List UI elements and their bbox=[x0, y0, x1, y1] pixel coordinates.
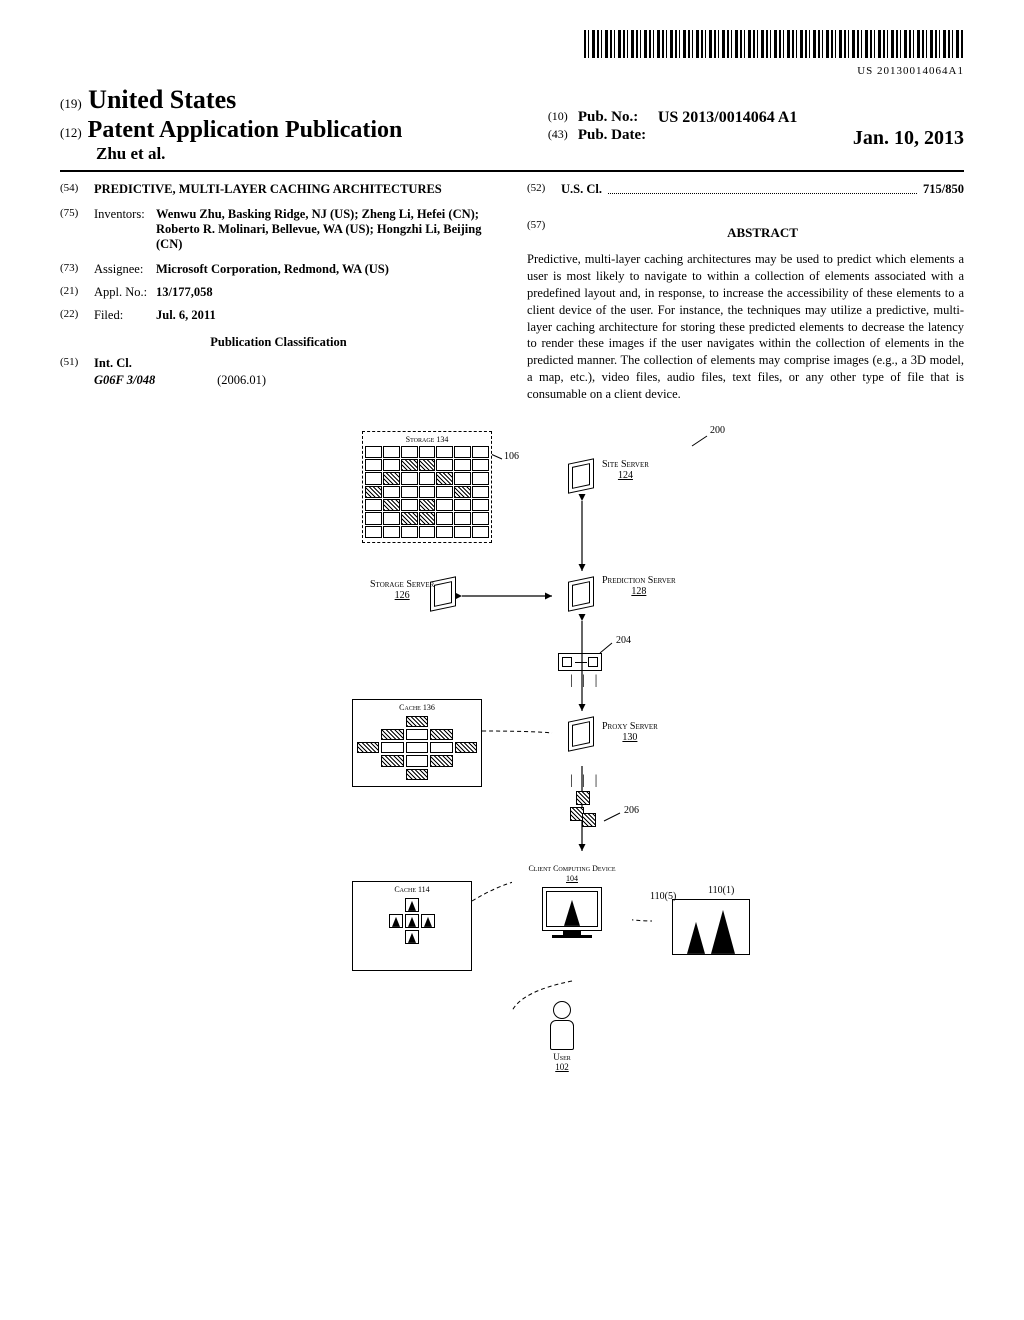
dotted-leader bbox=[608, 182, 917, 194]
country: United States bbox=[88, 85, 236, 114]
prediction-server-num: 128 bbox=[631, 586, 646, 597]
storage-server-num: 126 bbox=[395, 590, 410, 601]
applno: 13/177,058 bbox=[156, 285, 497, 300]
cache-114-box: Cache 114 bbox=[352, 881, 472, 971]
proxy-server-label: Proxy Server bbox=[602, 721, 658, 732]
site-server-label: Site Server bbox=[602, 459, 649, 470]
ref-206: 206 bbox=[624, 805, 639, 816]
authors: Zhu et al. bbox=[96, 144, 518, 164]
title-code: (54) bbox=[60, 182, 94, 197]
proxy-server-num: 130 bbox=[622, 732, 637, 743]
abstract-label: ABSTRACT bbox=[561, 225, 964, 241]
applno-code: (21) bbox=[60, 285, 94, 300]
downlines2-icon: | | | bbox=[570, 773, 600, 789]
ref-106: 106 bbox=[504, 451, 519, 462]
filed: Jul. 6, 2011 bbox=[156, 308, 497, 323]
tiles-206-icon bbox=[570, 791, 596, 827]
pubno-code: (10) bbox=[548, 109, 578, 127]
filed-label: Filed: bbox=[94, 308, 156, 323]
pub-type: Patent Application Publication bbox=[88, 117, 403, 143]
ref-200: 200 bbox=[710, 425, 725, 436]
uscl-label: U.S. Cl. bbox=[561, 182, 602, 196]
intcl-ver: (2006.01) bbox=[217, 373, 266, 387]
inventors-code: (75) bbox=[60, 207, 94, 252]
header: (19) United States (12) Patent Applicati… bbox=[60, 85, 964, 172]
client-device-box: Client Computing Device 104 bbox=[512, 861, 632, 979]
downlines-icon: | | | bbox=[570, 673, 600, 689]
assignee-label: Assignee: bbox=[94, 262, 156, 277]
left-column: (54) PREDICTIVE, MULTI-LAYER CACHING ARC… bbox=[60, 182, 497, 403]
user-num: 102 bbox=[555, 1062, 569, 1072]
pubno-label: Pub. No.: bbox=[578, 109, 658, 127]
ref-204: 204 bbox=[616, 635, 631, 646]
class-header: Publication Classification bbox=[60, 335, 497, 350]
intcl-label: Int. Cl. bbox=[94, 356, 132, 370]
pubno: US 2013/0014064 A1 bbox=[658, 109, 798, 127]
barcode bbox=[584, 30, 964, 58]
thumb-110-1 bbox=[672, 899, 750, 955]
site-server-num: 124 bbox=[618, 470, 633, 481]
abstract-code: (57) bbox=[527, 219, 561, 251]
user-label: User bbox=[553, 1052, 571, 1062]
figure-arrows bbox=[252, 421, 772, 1101]
uscl-value: 715/850 bbox=[923, 182, 964, 197]
inventors-label: Inventors: bbox=[94, 207, 156, 252]
inventors: Wenwu Zhu, Basking Ridge, NJ (US); Zheng… bbox=[156, 207, 497, 252]
prediction-server-label: Prediction Server bbox=[602, 575, 676, 586]
message-icon bbox=[558, 653, 602, 671]
cache-136-box: Cache 136 bbox=[352, 699, 482, 787]
country-code: (19) bbox=[60, 96, 82, 111]
filed-code: (22) bbox=[60, 308, 94, 323]
applno-label: Appl. No.: bbox=[94, 285, 156, 300]
assignee-code: (73) bbox=[60, 262, 94, 277]
abstract-text: Predictive, multi-layer caching architec… bbox=[527, 251, 964, 403]
pubdate: Jan. 10, 2013 bbox=[853, 127, 964, 150]
proxy-server-icon bbox=[568, 716, 594, 752]
ref-110-1: 110(1) bbox=[708, 885, 734, 896]
type-code: (12) bbox=[60, 125, 82, 140]
barcode-text: US 20130014064A1 bbox=[60, 65, 964, 77]
right-column: (52) U.S. Cl. 715/850 (57) ABSTRACT Pred… bbox=[527, 182, 964, 403]
pubdate-code: (43) bbox=[548, 127, 578, 150]
uscl-code: (52) bbox=[527, 182, 561, 197]
site-server-icon bbox=[568, 458, 594, 494]
patent-figure: 200 106 204 206 110(5) 110(1) Storage 13… bbox=[252, 421, 772, 1101]
intcl-code: (51) bbox=[60, 356, 94, 371]
assignee: Microsoft Corporation, Redmond, WA (US) bbox=[156, 262, 497, 277]
user-block: User 102 bbox=[550, 1001, 574, 1072]
prediction-server-icon bbox=[568, 576, 594, 612]
intcl-class: G06F 3/048 bbox=[94, 373, 214, 388]
storage-server-label: Storage Server bbox=[370, 579, 434, 590]
patent-title: PREDICTIVE, MULTI-LAYER CACHING ARCHITEC… bbox=[94, 182, 497, 197]
pubdate-label: Pub. Date: bbox=[578, 127, 658, 150]
storage-134-box: Storage 134 bbox=[362, 431, 492, 543]
